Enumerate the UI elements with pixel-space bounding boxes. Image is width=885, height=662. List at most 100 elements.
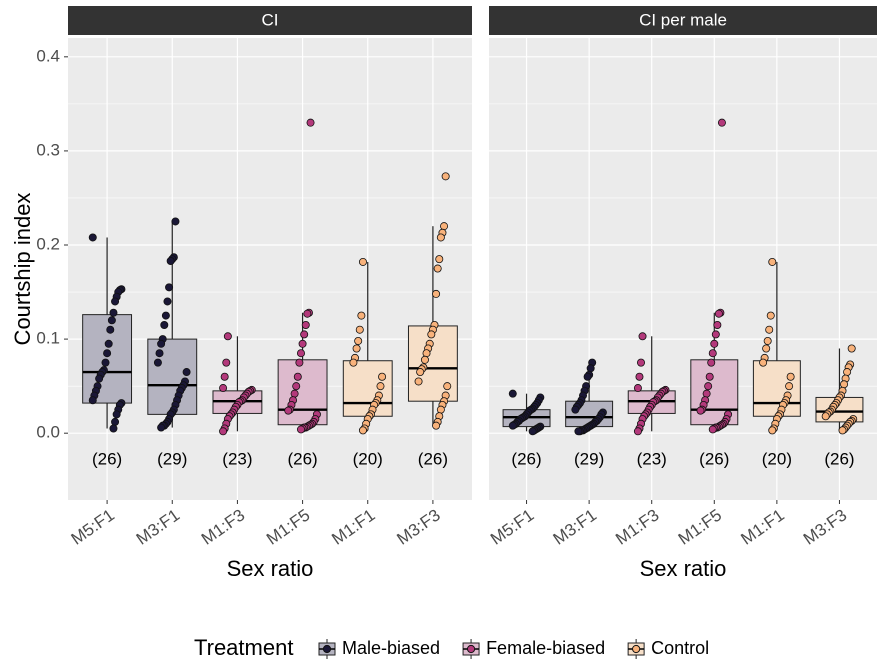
data-point [528, 427, 537, 436]
data-point [111, 297, 120, 306]
count-label: (23) [222, 450, 252, 469]
data-point [354, 336, 363, 345]
data-point [295, 358, 304, 367]
x-tick-label: M1:F5 [263, 505, 313, 548]
x-tick-label: M3:F1 [550, 505, 600, 548]
box [752, 360, 801, 417]
data-point [106, 325, 115, 334]
data-point [433, 264, 442, 273]
panel-background [68, 38, 472, 500]
legend-title: Treatment [194, 635, 293, 660]
data-point [414, 377, 423, 386]
legend-key-point [632, 644, 641, 654]
data-point [290, 389, 299, 398]
data-point [843, 368, 852, 377]
legend-label: Control [651, 638, 709, 658]
data-point [161, 311, 170, 320]
x-tick-label: M3:F3 [800, 505, 850, 548]
x-tick-label: M1:F3 [198, 505, 248, 548]
data-point [768, 426, 777, 435]
data-point [284, 406, 293, 415]
legend-key-point [322, 644, 332, 654]
box [342, 360, 393, 417]
x-axis-title: Sex ratio [227, 556, 314, 581]
data-point [840, 380, 849, 389]
data-point [157, 423, 166, 432]
data-point [420, 355, 429, 364]
data-point [101, 358, 110, 367]
count-label: (29) [157, 450, 187, 469]
data-point [155, 349, 164, 358]
data-point [436, 405, 445, 414]
data-point [785, 382, 794, 391]
x-axis-title: Sex ratio [640, 556, 727, 581]
legend-label: Male-biased [342, 638, 440, 658]
data-point [104, 339, 113, 348]
data-point [88, 233, 97, 242]
data-point [705, 372, 714, 381]
count-label: (26) [824, 450, 854, 469]
data-point [765, 325, 774, 334]
data-point [219, 427, 228, 436]
data-point [112, 410, 121, 419]
panel-background [489, 38, 877, 500]
x-tick-label: M1:F3 [612, 505, 662, 548]
legend-key-point [466, 644, 476, 654]
data-point [422, 349, 431, 358]
data-point [88, 396, 97, 405]
data-point [182, 368, 191, 377]
data-point [633, 427, 642, 436]
data-point [171, 217, 180, 226]
data-point [713, 320, 722, 329]
data-point [443, 382, 452, 391]
strip-label: CI [262, 10, 279, 29]
data-point [296, 349, 305, 358]
data-point [704, 382, 713, 391]
data-point [786, 372, 795, 381]
data-point [571, 405, 580, 414]
data-point [766, 311, 775, 320]
data-point [358, 257, 367, 266]
data-point [696, 406, 705, 415]
data-point [436, 233, 445, 242]
data-point [296, 425, 305, 434]
data-point [109, 424, 118, 433]
data-point [711, 330, 720, 339]
data-point [508, 421, 517, 430]
data-point [107, 316, 116, 325]
count-label: (26) [511, 450, 541, 469]
data-point [153, 358, 162, 367]
legend-label: Female-biased [486, 638, 605, 658]
data-point [160, 320, 169, 329]
x-tick-label: M1:F1 [328, 505, 378, 548]
count-label: (20) [762, 450, 792, 469]
data-point [355, 325, 364, 334]
y-tick-label: 0.0 [36, 423, 60, 442]
strip [68, 6, 472, 35]
x-tick-label: M5:F1 [68, 505, 118, 548]
data-point [219, 384, 228, 393]
data-point [298, 339, 307, 348]
x-tick-label: M3:F1 [133, 505, 183, 548]
data-point [583, 372, 592, 381]
data-point [717, 118, 726, 127]
data-point [376, 382, 385, 391]
x-tick-label: M1:F5 [675, 505, 725, 548]
data-point [508, 389, 517, 398]
data-point [223, 332, 232, 341]
count-label: (26) [287, 450, 317, 469]
count-label: (26) [699, 450, 729, 469]
data-point [708, 349, 717, 358]
data-point [435, 255, 444, 264]
y-tick-label: 0.1 [36, 329, 60, 348]
data-point [111, 417, 120, 426]
data-point [762, 344, 771, 353]
data-point [349, 358, 358, 367]
data-point [220, 372, 229, 381]
data-point [95, 374, 104, 383]
x-tick-label: M3:F3 [393, 505, 443, 548]
data-point [306, 118, 315, 127]
data-point [714, 309, 723, 318]
data-point [586, 364, 595, 373]
